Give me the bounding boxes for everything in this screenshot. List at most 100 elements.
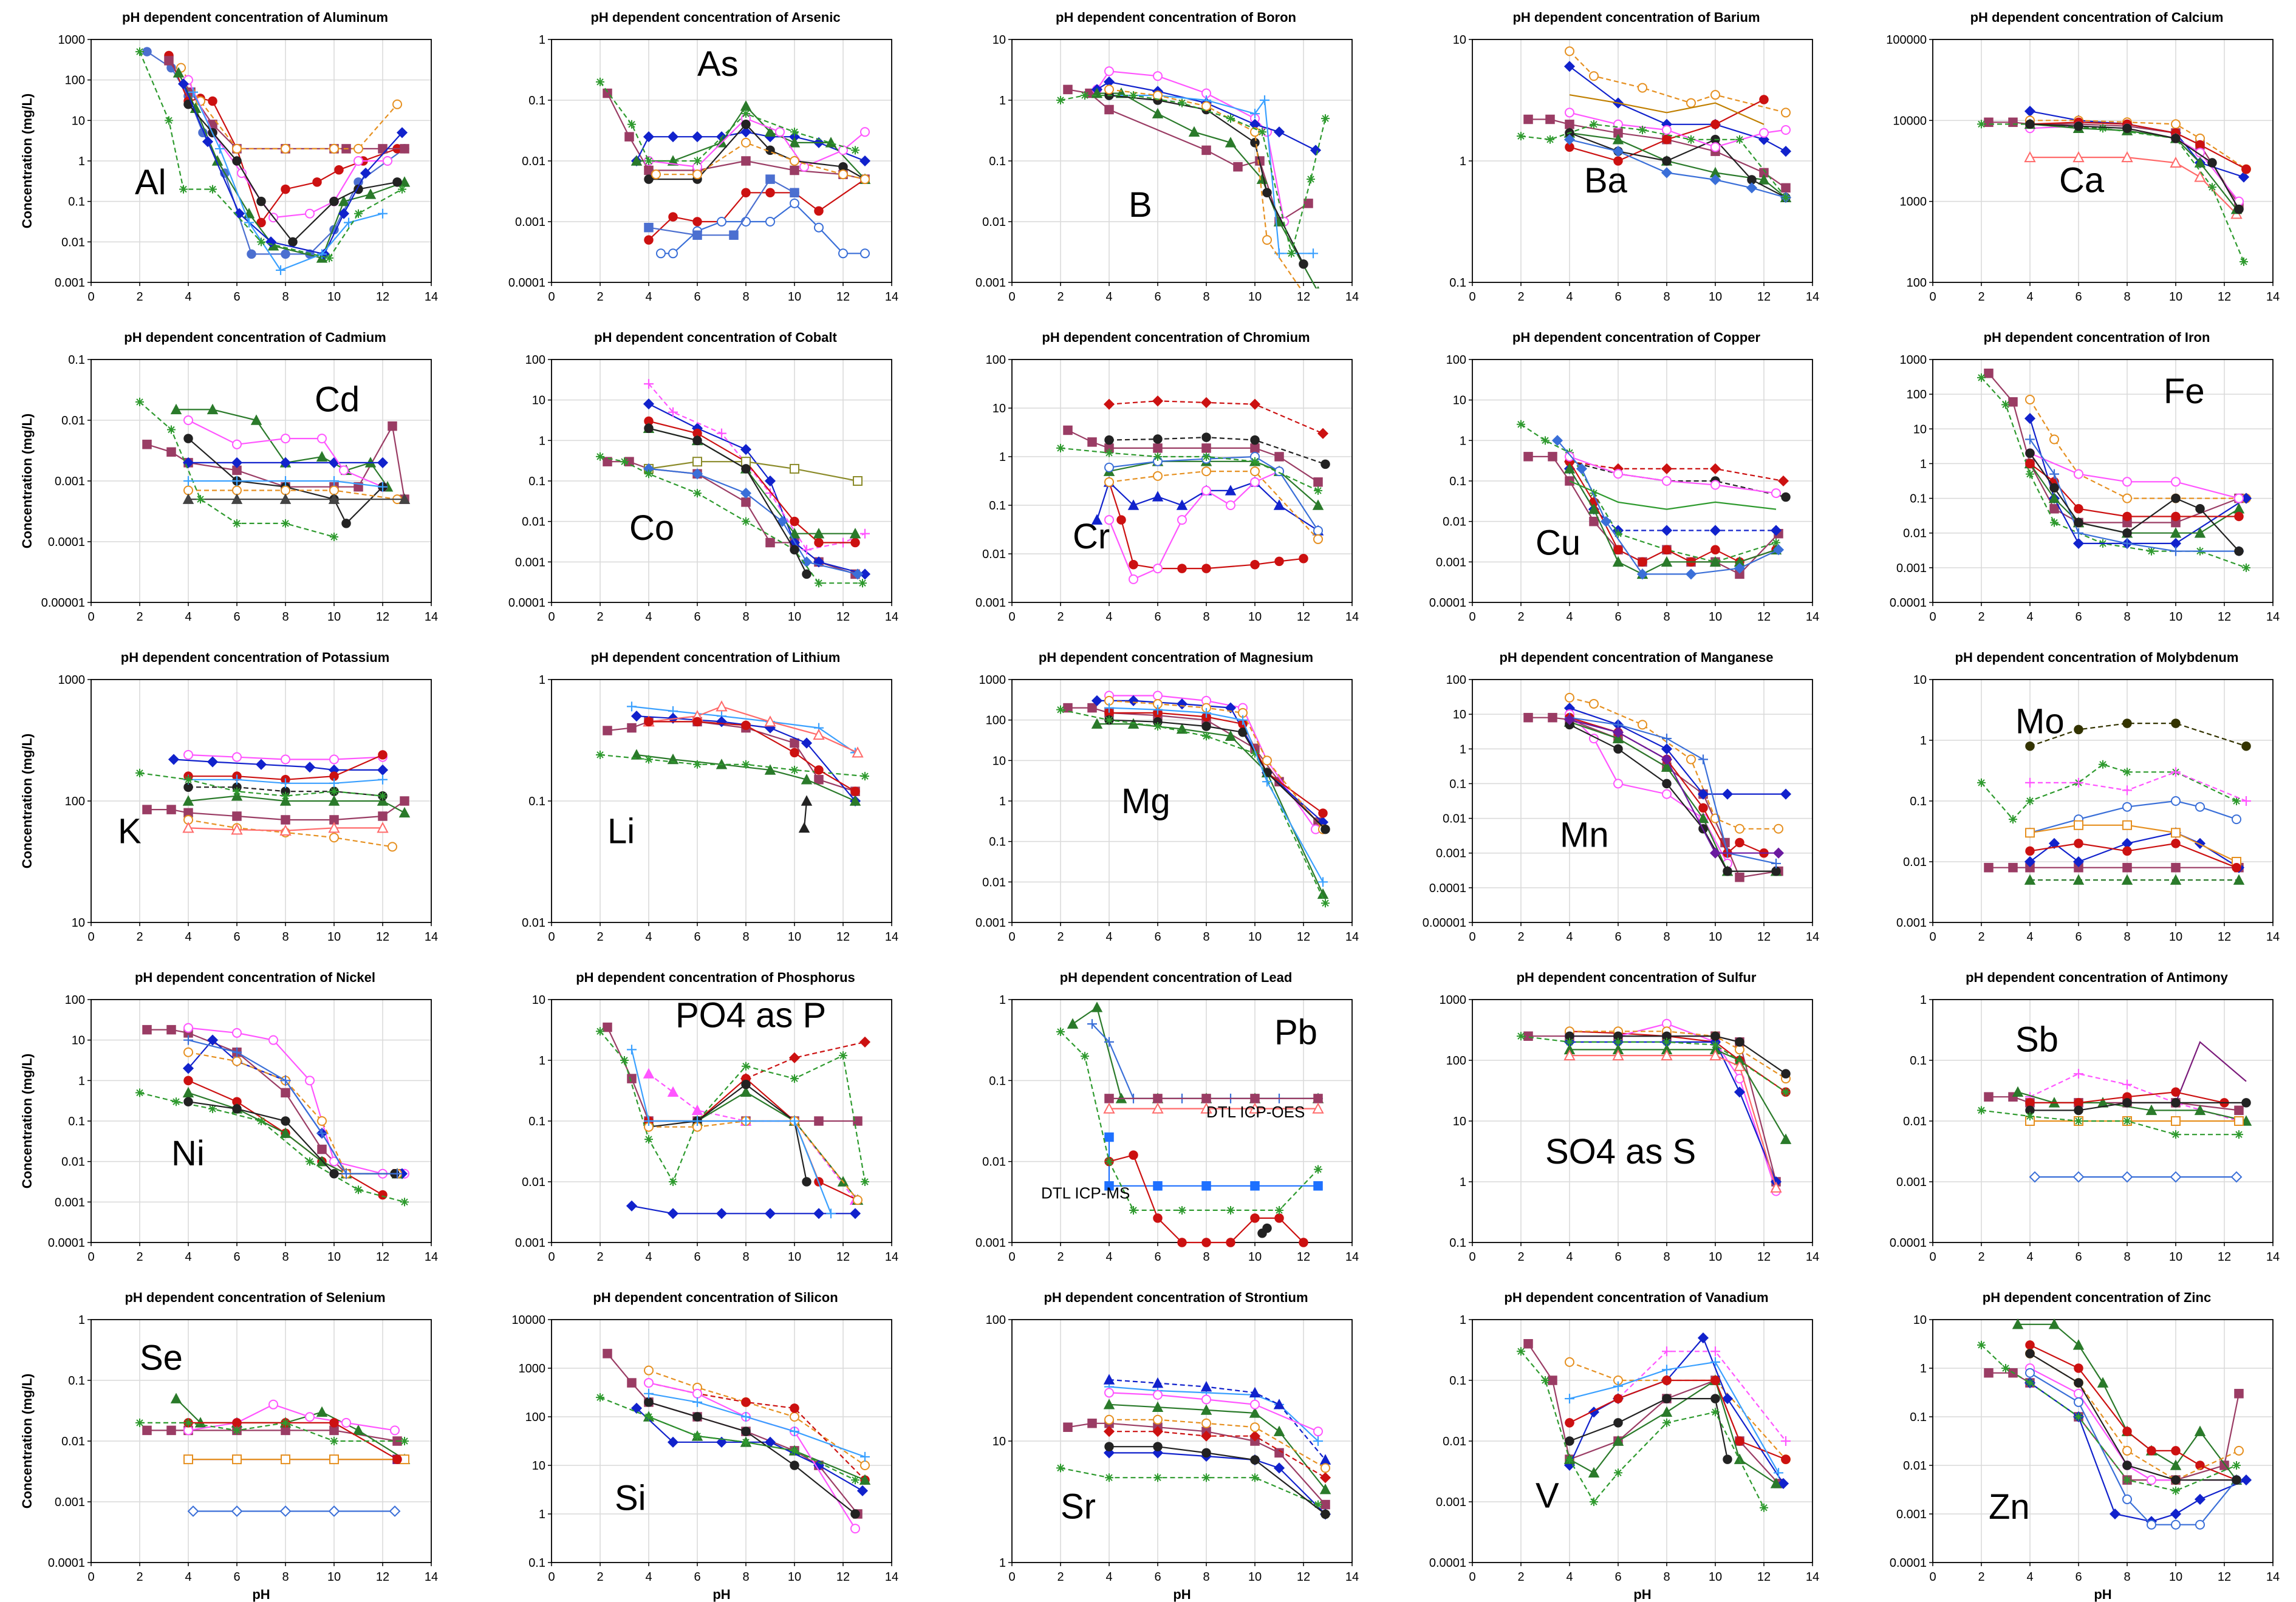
series-line-7 [1570, 1055, 1777, 1188]
data-point [1661, 761, 1673, 772]
gridlines [1011, 679, 1353, 923]
series-line-2 [1569, 461, 1784, 482]
data-point [814, 206, 824, 216]
series-group [1977, 368, 2252, 572]
series-line-9 [188, 1039, 397, 1174]
y-tick-label: 100 [525, 1411, 545, 1424]
data-point [183, 1097, 193, 1106]
data-point [1201, 101, 1211, 111]
chart-panel-k: pH dependent concentration of Potassium 1… [0, 640, 456, 960]
data-point [1153, 1442, 1163, 1451]
data-point [183, 1454, 193, 1465]
data-point [2234, 546, 2244, 556]
data-point [1152, 491, 1164, 502]
data-point [1153, 564, 1163, 574]
x-tick-label: 8 [1203, 930, 1209, 944]
data-point [2026, 797, 2034, 805]
data-point [849, 795, 861, 806]
data-point [1984, 862, 1994, 873]
data-point [330, 787, 338, 796]
data-point [2170, 1171, 2182, 1183]
data-point [1249, 1102, 1261, 1114]
data-point [354, 209, 363, 218]
data-point [788, 528, 801, 539]
data-point [1735, 1436, 1744, 1446]
x-tick-label: 2 [1978, 930, 1984, 944]
data-point [1249, 398, 1261, 410]
data-point [741, 137, 751, 148]
data-point [304, 762, 316, 773]
data-point [2074, 724, 2083, 735]
series-line-2 [1569, 1361, 1786, 1460]
data-point [630, 1402, 643, 1414]
x-tick-label: 0 [87, 1250, 94, 1264]
chart-title: pH dependent concentration of Manganese [1499, 650, 1773, 665]
data-point [2194, 1104, 2206, 1116]
element-label: Li [607, 811, 635, 851]
y-tick-label: 10 [1913, 423, 1927, 436]
data-point [668, 212, 678, 222]
data-point [182, 1086, 194, 1098]
data-point [644, 1397, 654, 1407]
y-tick-label: 10 [532, 1459, 545, 1473]
y-tick-label: 1000 [58, 33, 86, 47]
data-point [1314, 1500, 1322, 1509]
data-point [667, 1208, 679, 1219]
y-tick-label: 100 [986, 714, 1006, 728]
y-tick-label: 1 [78, 155, 85, 168]
chart-svg-al: pH dependent concentration of Aluminum 0.… [19, 10, 438, 304]
chart-svg-co: pH dependent concentration of Cobalt 0.00… [508, 330, 898, 624]
x-tick-label: 12 [1757, 290, 1771, 304]
x-tick-label: 12 [836, 930, 850, 944]
data-point [2012, 1318, 2024, 1329]
series-line-10 [139, 772, 383, 797]
chart-panel-cu: pH dependent concentration of Copper 0.00… [1381, 320, 1837, 640]
data-point [1662, 1346, 1672, 1357]
chart-svg-sb: pH dependent concentration of Antimony 0.… [1890, 970, 2280, 1264]
y-tick-label: 0.1 [68, 1374, 85, 1388]
data-point [2171, 828, 2181, 838]
data-point [2194, 157, 2206, 168]
y-tick-label: 0.1 [1910, 795, 1927, 808]
data-point [742, 109, 750, 118]
plot-frame [1932, 359, 2274, 603]
data-point [231, 823, 243, 835]
x-tick-label: 6 [1154, 1570, 1161, 1584]
y-tick-label: 1 [1920, 1362, 1927, 1375]
data-point [813, 729, 825, 740]
data-point [1698, 803, 1708, 813]
data-point [717, 217, 726, 227]
data-point [2074, 517, 2083, 528]
series-line-2 [2175, 1041, 2247, 1103]
x-tick-label: 6 [694, 290, 700, 304]
data-point [1225, 730, 1237, 741]
annotation-label: DTL ICP-OES [1206, 1103, 1305, 1121]
data-point [1103, 1374, 1115, 1385]
y-tick-label: 0.001 [1436, 847, 1466, 861]
series-line-1 [1988, 372, 2240, 523]
series-line-9 [1981, 1109, 2239, 1136]
series-line-5 [1096, 480, 1319, 531]
y-tick-label: 100 [986, 353, 1006, 367]
data-point [2025, 1340, 2035, 1350]
series-group [596, 1349, 871, 1534]
x-tick-label: 14 [425, 290, 438, 304]
data-point [627, 701, 637, 712]
data-point [1056, 1028, 1065, 1037]
y-tick-label: 0.0001 [1890, 596, 1927, 610]
data-point [1250, 1422, 1260, 1433]
x-tick-label: 10 [2169, 930, 2182, 944]
chart-title: pH dependent concentration of Silicon [593, 1290, 838, 1305]
data-point [2074, 1397, 2083, 1407]
data-point [692, 1397, 702, 1407]
data-point [1565, 1436, 1574, 1446]
data-point [378, 750, 388, 760]
data-point [2195, 148, 2205, 158]
data-point [644, 157, 653, 165]
data-point [1104, 462, 1114, 472]
y-tick-label: 0.001 [1436, 556, 1466, 569]
data-point [1262, 1223, 1272, 1233]
element-label: As [697, 44, 739, 84]
chart-panel-mo: pH dependent concentration of Molybdenum… [1842, 640, 2296, 960]
data-point [798, 822, 810, 833]
